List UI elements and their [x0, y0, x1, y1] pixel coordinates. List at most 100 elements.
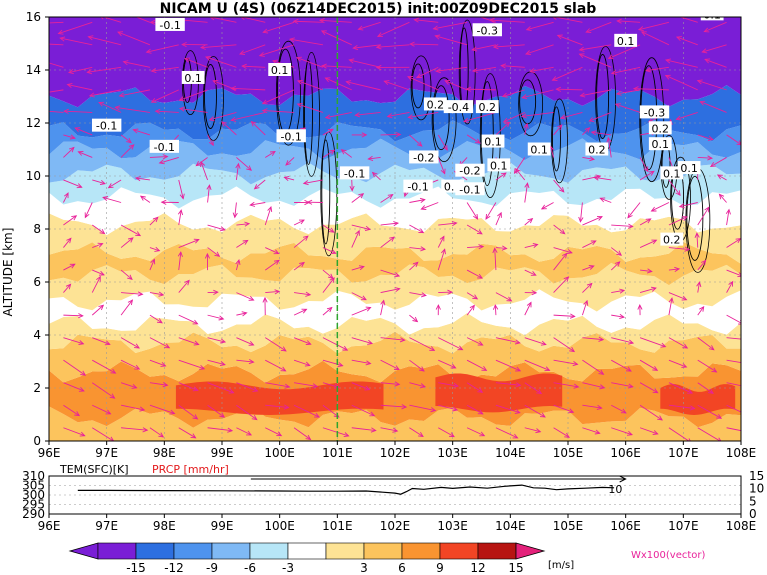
- wind-vector: [263, 21, 295, 33]
- wind-vector: [582, 382, 605, 389]
- wind-vector: [265, 337, 287, 352]
- wind-vector-head: [178, 106, 185, 112]
- wind-vector: [102, 17, 122, 23]
- wind-vector: [200, 161, 209, 181]
- wind-vector: [98, 101, 122, 113]
- wind-vector-head: [512, 433, 519, 439]
- wind-vector-head: [725, 208, 731, 215]
- colorbar-low-cap: [68, 542, 99, 560]
- wind-vector-head: [620, 408, 627, 414]
- contour-label: 0.1: [617, 35, 635, 48]
- wind-vector: [236, 427, 252, 436]
- wind-vector-head: [158, 291, 165, 297]
- wind-vector-head: [453, 382, 460, 388]
- wind-vector: [151, 89, 179, 103]
- wind-vector: [409, 199, 425, 203]
- wind-vector: [297, 103, 324, 113]
- wind-vector-head: [358, 193, 365, 199]
- wind-vector: [553, 253, 568, 271]
- wind-vector-head: [559, 229, 566, 235]
- wind-vector-head: [312, 383, 319, 389]
- wind-vector-head: [707, 155, 714, 161]
- wind-vector-head: [407, 76, 414, 81]
- surface-x-tick-label: 102E: [380, 519, 411, 533]
- wind-vector-head: [131, 383, 138, 389]
- wind-vector: [582, 265, 594, 271]
- wind-vector-head: [262, 296, 268, 303]
- wind-vector-head: [150, 67, 157, 74]
- wind-vector: [639, 359, 658, 371]
- wind-vector-head: [708, 388, 714, 394]
- wind-vector: [524, 427, 541, 433]
- wind-vector-head: [477, 409, 484, 415]
- wind-vector: [466, 224, 483, 235]
- wind-vector: [640, 269, 652, 272]
- wind-vector: [63, 404, 80, 416]
- wind-vector: [325, 77, 352, 91]
- wind-vector: [495, 212, 502, 226]
- wind-vector-head: [327, 273, 334, 279]
- colorbar-tick-label: 15: [508, 561, 523, 575]
- wind-vector-head: [472, 294, 479, 300]
- wind-vector-head: [299, 261, 305, 268]
- wind-vector-head: [288, 37, 295, 43]
- wind-vector: [697, 80, 727, 91]
- wind-vector: [541, 202, 554, 210]
- wind-vector-head: [430, 407, 437, 413]
- colorbar-tick-label: 12: [470, 561, 485, 575]
- wind-vector: [351, 266, 365, 271]
- wind-vector-head: [646, 268, 653, 274]
- wind-vector-head: [99, 179, 106, 185]
- wind-vector: [351, 404, 375, 417]
- contour-line: [410, 55, 432, 121]
- colorbar-segment: [363, 542, 403, 560]
- wind-vector-head: [694, 232, 700, 238]
- wind-vector-head: [477, 340, 484, 346]
- wind-vector-head: [114, 105, 121, 111]
- x-tick-label: 103E: [437, 446, 468, 460]
- wind-vector: [668, 359, 687, 368]
- wind-vector-head: [29, 56, 34, 60]
- wind-vector-head: [666, 12, 671, 16]
- wind-vector-head: [177, 251, 183, 257]
- wind-vector: [380, 300, 385, 316]
- wind-vector-head: [371, 171, 378, 178]
- wind-vector: [49, 89, 64, 93]
- contour-label-box: [455, 163, 485, 177]
- wind-vector-head: [746, 430, 751, 434]
- wind-vector: [49, 62, 64, 68]
- contour-label: 0.1: [530, 144, 548, 157]
- wind-vector-head: [253, 184, 260, 190]
- wind-vector: [64, 110, 93, 113]
- wind-vector-head: [221, 121, 227, 127]
- wind-vector-head: [78, 340, 85, 345]
- wind-vector-head: [178, 96, 185, 102]
- colorbar-segment: [477, 542, 517, 560]
- wind-vector: [521, 111, 554, 117]
- colorbar-segment: [97, 542, 137, 560]
- wind-vector-head: [102, 196, 109, 202]
- wind-vector: [140, 195, 151, 203]
- wind-vector: [697, 157, 713, 159]
- y-axis-ticks: 0 2 4 6 8 10 12 14 16: [26, 10, 49, 448]
- wind-vector: [120, 404, 145, 411]
- wind-vector-head: [556, 34, 563, 40]
- wind-vector: [438, 337, 463, 351]
- wind-vector-head: [193, 340, 200, 346]
- wind-vector: [710, 157, 727, 167]
- wind-vector: [582, 283, 593, 293]
- wind-vector: [579, 44, 612, 51]
- colorbar-tick-label: -12: [164, 561, 184, 575]
- wind-vector: [495, 404, 520, 414]
- wind-vector: [627, 202, 641, 218]
- wind-vector-head: [442, 144, 448, 151]
- wind-vector-head: [578, 46, 585, 52]
- wind-vector: [63, 359, 86, 376]
- wind-vector-head: [687, 389, 694, 394]
- wind-vector-head: [324, 77, 331, 83]
- wind-vector: [409, 134, 423, 147]
- x-tick-label: 101E: [322, 446, 353, 460]
- wind-vector: [89, 89, 122, 97]
- wind-vector: [617, 20, 641, 23]
- wind-vector: [91, 382, 115, 399]
